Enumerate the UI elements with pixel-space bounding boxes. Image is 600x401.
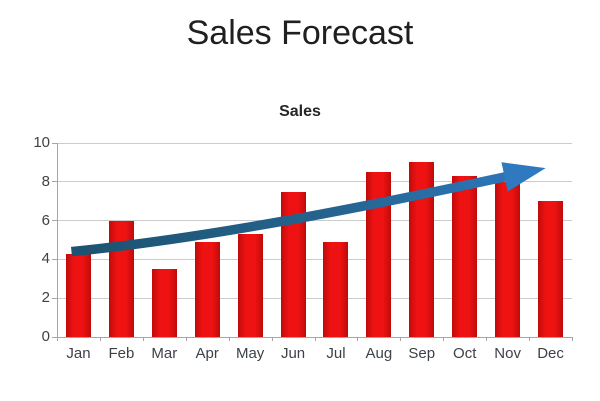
- x-axis-label: Nov: [494, 345, 521, 362]
- x-axis-tick: [529, 337, 531, 341]
- x-axis-label: Jan: [66, 345, 91, 362]
- x-axis-label: Mar: [151, 345, 178, 362]
- x-axis-tick: [486, 337, 488, 341]
- x-axis-tick: [357, 337, 359, 341]
- bar: [65, 253, 91, 337]
- x-axis-tick: [271, 337, 273, 341]
- y-axis-label: 0: [41, 328, 50, 345]
- x-axis-tick: [142, 337, 144, 341]
- x-axis-tick: [57, 337, 58, 341]
- gridline: [57, 142, 572, 144]
- x-axis-label: Apr: [195, 345, 219, 362]
- x-axis-tick: [228, 337, 230, 341]
- x-axis-tick: [314, 337, 316, 341]
- x-axis-tick: [400, 337, 402, 341]
- chart-title: Sales: [279, 103, 321, 120]
- y-axis-label: 6: [41, 211, 50, 229]
- x-axis-label: Jul: [326, 345, 346, 362]
- y-axis-tick: [52, 297, 57, 299]
- y-axis-label: 4: [41, 250, 50, 268]
- y-axis-line: [57, 143, 58, 337]
- x-axis-label: Sep: [408, 345, 436, 362]
- y-axis-tick: [52, 336, 57, 338]
- x-axis-tick: [443, 337, 445, 341]
- gridline: [57, 297, 572, 299]
- y-axis-tick: [52, 142, 57, 144]
- bar: [194, 241, 220, 337]
- bar: [323, 241, 349, 337]
- y-axis-tick: [52, 220, 57, 222]
- x-axis-line: [57, 337, 573, 338]
- bar: [538, 201, 564, 337]
- bar: [495, 181, 521, 337]
- bar: [409, 162, 435, 337]
- bar: [108, 220, 134, 337]
- bar: [151, 269, 177, 337]
- bar: [452, 175, 478, 337]
- y-axis-label: 8: [41, 172, 50, 190]
- y-axis-tick: [52, 258, 57, 260]
- gridline: [57, 258, 572, 260]
- x-axis-label: Jun: [280, 345, 306, 362]
- bar: [237, 234, 263, 337]
- bar: [366, 172, 392, 337]
- x-axis-label: Aug: [365, 345, 393, 362]
- x-axis-label: Dec: [537, 345, 564, 362]
- y-axis-label: 10: [33, 134, 50, 151]
- bar: [280, 191, 306, 337]
- x-axis-tick: [185, 337, 187, 341]
- x-axis-tick: [572, 337, 573, 341]
- x-axis-label: May: [235, 345, 265, 362]
- x-axis-tick: [99, 337, 101, 341]
- page-title: Sales Forecast: [186, 14, 414, 52]
- y-axis-label: 2: [41, 289, 50, 307]
- y-axis-tick: [52, 181, 57, 183]
- x-axis-label: Feb: [108, 345, 135, 362]
- x-axis-label: Oct: [453, 345, 477, 362]
